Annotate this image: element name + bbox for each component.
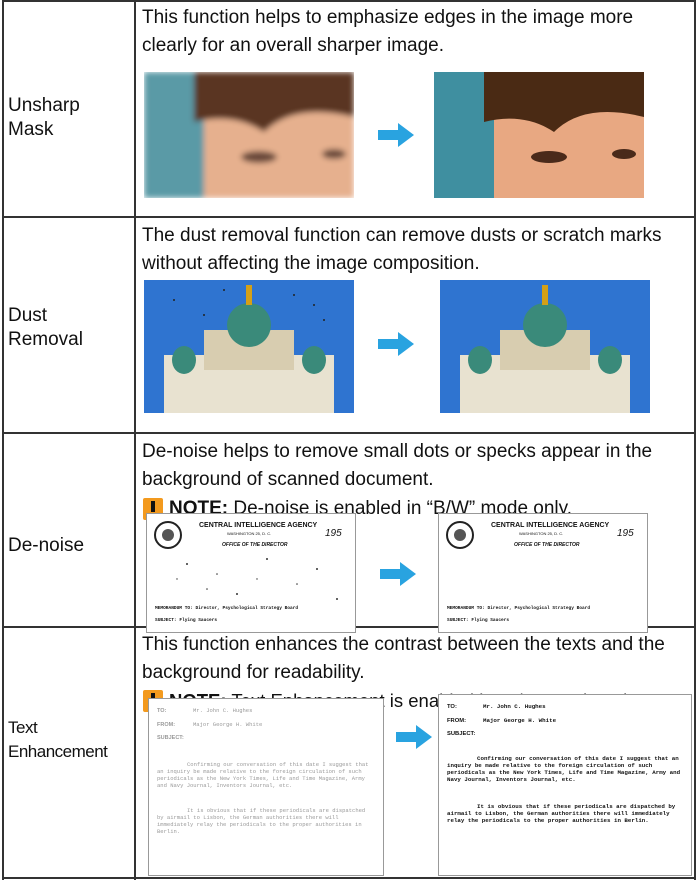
- row-label: Unsharp Mask: [8, 95, 80, 140]
- description: This function helps to emphasize edges i…: [142, 7, 634, 56]
- scan-text: CENTRAL INTELLIGENCE AGENCY: [491, 522, 610, 529]
- scan-text: TO: Mr. John C. Hughes: [157, 707, 252, 715]
- scan-text: TO: Mr. John C. Hughes: [447, 703, 546, 711]
- scan-text: Confirming our conversation of this date…: [157, 761, 369, 789]
- scan-text: Director, Psychological Strategy Board: [195, 606, 299, 611]
- scan-text: Confirming our conversation of this date…: [447, 755, 681, 783]
- seal: [446, 521, 474, 549]
- scan-text: WASHINGTON 25, D. C.: [519, 531, 564, 536]
- scan-text: Flying Saucers: [179, 618, 218, 623]
- scan-text: TO:: [447, 704, 457, 710]
- seal: [154, 521, 182, 549]
- scan-text: WASHINGTON 25, D. C.: [227, 531, 272, 536]
- scan-text: CENTRAL INTELLIGENCE AGENCY: [199, 522, 318, 529]
- arrow: [380, 562, 416, 586]
- scan-text: It is obvious that if these periodicals …: [447, 803, 676, 824]
- scan-text: MEMORANDUM TO: Director, Psychological S…: [447, 606, 590, 611]
- description: De-noise helps to remove small dots or s…: [142, 441, 653, 490]
- specks: [176, 558, 338, 600]
- scan-text: SUBJECT:: [447, 731, 476, 737]
- scan-text: TO:: [157, 708, 167, 714]
- row-label: Dust Removal: [8, 305, 83, 350]
- row-label: De-noise: [8, 535, 85, 556]
- row-label-line: Enhancement: [8, 742, 108, 761]
- scan-text: Major George H. White: [483, 717, 557, 724]
- scan-text: OFFICE OF THE DIRECTOR: [514, 542, 580, 548]
- arrow: [378, 332, 414, 356]
- border: [2, 0, 4, 880]
- scan-text: 195: [617, 528, 634, 539]
- border: [694, 0, 696, 880]
- photo-after: [434, 72, 644, 198]
- arrow: [396, 725, 432, 749]
- scan-text: Mr. John C. Hughes: [193, 707, 253, 714]
- scan-after: TO: Mr. John C. Hughes FROM: Major George …: [438, 694, 692, 876]
- arrow: [378, 123, 414, 147]
- photo-before: [144, 280, 354, 413]
- scan-text: MEMORANDUM TO: Director, Psychological S…: [155, 606, 298, 611]
- scan-text: SUBJECT: Flying Saucers: [155, 618, 217, 623]
- description: This function enhances the contrast betw…: [142, 634, 665, 683]
- border: [2, 432, 696, 434]
- scan-text: FROM: Major George H. White: [157, 721, 262, 729]
- photo-after: [440, 280, 650, 413]
- scan-text: Major George H. White: [193, 721, 263, 728]
- scan-text: MEMORANDUM TO:: [155, 606, 193, 611]
- scan-text: FROM:: [447, 718, 466, 724]
- border: [2, 877, 696, 879]
- scan-text: SUBJECT:: [157, 735, 184, 741]
- scan-text: Flying Saucers: [471, 618, 510, 623]
- border: [2, 216, 696, 218]
- scan-text: MEMORANDUM TO:: [447, 606, 485, 611]
- description: The dust removal function can remove dus…: [142, 225, 662, 274]
- photo-before: [144, 72, 354, 198]
- scan-text: It is obvious that if these periodicals …: [157, 807, 366, 835]
- scan-text: Mr. John C. Hughes: [483, 703, 546, 710]
- scan-text: FROM:: [157, 722, 176, 728]
- scan-text: SUBJECT: Flying Saucers: [447, 618, 509, 623]
- row-label: Text Enhancement: [8, 716, 118, 764]
- row-label-line: Text: [8, 718, 38, 737]
- border: [2, 0, 696, 2]
- scan-text: SUBJECT:: [155, 618, 177, 623]
- scan-text: Director, Psychological Strategy Board: [487, 606, 591, 611]
- scan-before: CENTRAL INTELLIGENCE AGENCY WASHINGTON 2…: [146, 513, 356, 633]
- scan-text: OFFICE OF THE DIRECTOR: [222, 542, 288, 548]
- scan-text: FROM: Major George H. White: [447, 717, 556, 725]
- border: [134, 0, 136, 880]
- scan-after: CENTRAL INTELLIGENCE AGENCY WASHINGTON 2…: [438, 513, 648, 633]
- scan-before: TO: Mr. John C. Hughes FROM: Major George …: [148, 698, 384, 876]
- scan-text: SUBJECT:: [447, 618, 469, 623]
- scan-text: 195: [325, 528, 342, 539]
